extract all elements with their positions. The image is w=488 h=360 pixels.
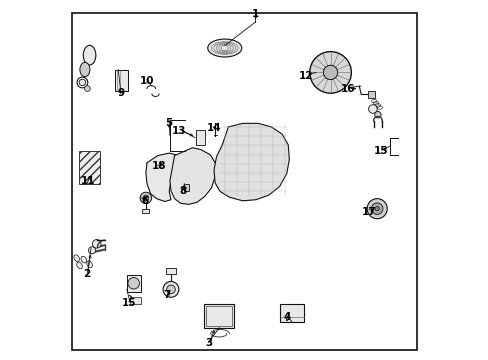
Circle shape <box>323 65 337 80</box>
Text: 8: 8 <box>179 186 186 197</box>
Circle shape <box>163 282 179 297</box>
Text: 12: 12 <box>298 71 313 81</box>
Circle shape <box>371 203 382 215</box>
Text: 15: 15 <box>373 145 388 156</box>
Bar <box>79 151 100 184</box>
Circle shape <box>140 192 151 204</box>
Polygon shape <box>169 148 215 204</box>
Circle shape <box>166 285 175 294</box>
Ellipse shape <box>207 39 241 57</box>
Circle shape <box>142 195 148 201</box>
Text: 13: 13 <box>172 126 186 135</box>
Polygon shape <box>214 123 289 201</box>
Bar <box>279 304 304 321</box>
Text: 4: 4 <box>283 312 290 322</box>
Circle shape <box>88 247 96 254</box>
Text: 16: 16 <box>340 84 354 94</box>
Bar <box>166 267 175 274</box>
Polygon shape <box>145 153 178 202</box>
Ellipse shape <box>77 262 82 269</box>
Text: 18: 18 <box>152 161 166 171</box>
Bar <box>115 69 128 91</box>
Circle shape <box>92 239 101 248</box>
Text: 7: 7 <box>163 291 171 301</box>
Circle shape <box>366 199 386 219</box>
Circle shape <box>374 112 380 118</box>
Ellipse shape <box>74 255 80 261</box>
Text: 17: 17 <box>361 207 376 217</box>
Text: 9: 9 <box>117 88 124 98</box>
Bar <box>130 297 140 304</box>
Text: 1: 1 <box>251 9 258 19</box>
Circle shape <box>368 105 376 113</box>
Text: 11: 11 <box>81 176 96 186</box>
Circle shape <box>79 79 85 86</box>
Ellipse shape <box>86 261 92 267</box>
Ellipse shape <box>83 45 96 65</box>
Text: 15: 15 <box>122 298 136 308</box>
Bar <box>205 306 232 326</box>
Text: 3: 3 <box>204 338 212 348</box>
Text: 2: 2 <box>83 269 90 279</box>
Text: 10: 10 <box>140 76 154 86</box>
Text: 5: 5 <box>164 118 172 128</box>
Circle shape <box>84 86 90 91</box>
Bar <box>126 275 140 292</box>
Text: 6: 6 <box>141 196 148 206</box>
Circle shape <box>309 51 351 93</box>
Bar <box>196 130 204 145</box>
Ellipse shape <box>80 62 90 77</box>
Circle shape <box>374 207 379 211</box>
Bar <box>183 184 189 192</box>
Bar <box>204 305 233 328</box>
Bar <box>367 91 375 98</box>
Ellipse shape <box>81 256 86 263</box>
Text: 14: 14 <box>206 123 221 133</box>
Bar <box>142 209 149 213</box>
Circle shape <box>128 278 139 289</box>
